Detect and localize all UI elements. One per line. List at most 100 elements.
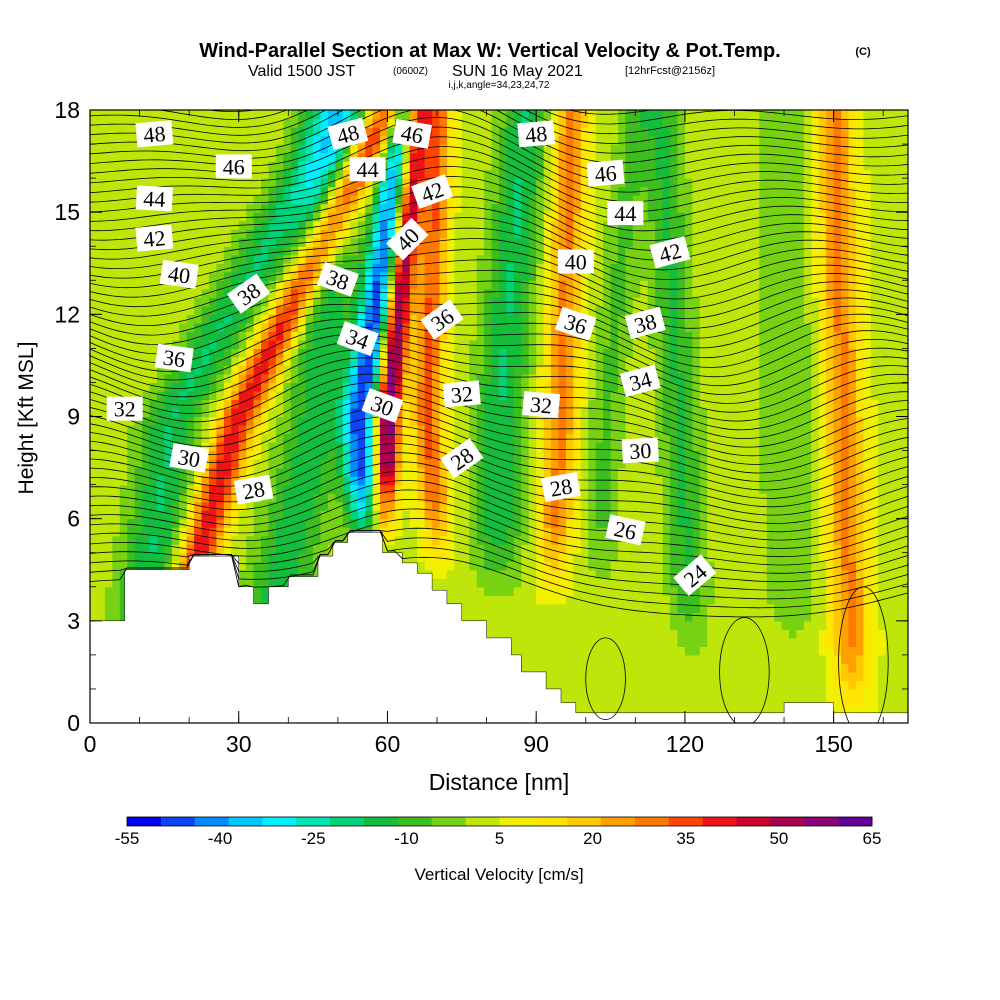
velocity-cell — [580, 271, 589, 281]
velocity-cell — [231, 365, 240, 375]
velocity-cell — [231, 110, 240, 120]
velocity-cell — [551, 663, 560, 673]
velocity-cell — [491, 271, 500, 281]
velocity-cell — [402, 212, 411, 222]
velocity-cell — [97, 271, 106, 281]
velocity-cell — [186, 220, 195, 230]
velocity-cell — [506, 280, 515, 290]
velocity-cell — [551, 169, 560, 179]
velocity-cell — [104, 195, 113, 205]
velocity-cell — [454, 407, 463, 418]
velocity-cell — [580, 595, 589, 605]
velocity-cell — [223, 144, 232, 154]
velocity-cell — [283, 382, 292, 392]
velocity-cell — [506, 365, 515, 375]
velocity-cell — [208, 195, 218, 205]
velocity-cell — [283, 510, 292, 520]
velocity-cell — [268, 271, 277, 281]
velocity-cell — [387, 263, 396, 273]
velocity-cell — [595, 620, 604, 630]
velocity-cell — [313, 561, 322, 571]
velocity-cell — [424, 484, 433, 494]
velocity-cell — [424, 493, 433, 503]
velocity-cell — [543, 586, 552, 596]
velocity-cell — [179, 407, 188, 418]
velocity-cell — [513, 288, 522, 298]
velocity-cell — [461, 297, 470, 307]
velocity-cell — [558, 450, 567, 460]
velocity-cell — [223, 467, 232, 477]
velocity-cell — [409, 305, 418, 315]
velocity-cell — [402, 331, 411, 341]
velocity-cell — [365, 416, 374, 426]
velocity-cell — [565, 450, 574, 460]
velocity-cell — [268, 476, 277, 486]
velocity-cell — [261, 578, 270, 588]
velocity-cell — [506, 442, 515, 452]
velocity-cell — [186, 407, 195, 418]
velocity-cell — [380, 425, 389, 435]
velocity-cell — [439, 212, 448, 222]
velocity-cell — [335, 390, 344, 401]
velocity-cell — [90, 561, 99, 571]
velocity-cell — [283, 229, 292, 239]
velocity-cell — [231, 501, 240, 511]
velocity-cell — [588, 110, 597, 120]
velocity-cell — [417, 407, 426, 418]
velocity-cell — [588, 705, 597, 716]
velocity-cell — [156, 263, 165, 273]
velocity-cell — [238, 271, 247, 281]
velocity-cell — [513, 186, 522, 196]
velocity-cell — [365, 467, 374, 477]
velocity-cell — [350, 450, 359, 460]
velocity-cell — [283, 271, 292, 281]
velocity-cell — [357, 390, 366, 401]
velocity-cell — [90, 144, 99, 154]
velocity-cell — [231, 467, 240, 477]
velocity-cell — [469, 331, 478, 341]
velocity-cell — [357, 220, 366, 230]
velocity-cell — [588, 637, 597, 647]
velocity-cell — [543, 595, 552, 605]
velocity-cell — [506, 331, 515, 341]
velocity-cell — [127, 390, 136, 401]
velocity-cell — [446, 518, 455, 528]
velocity-cell — [149, 178, 158, 188]
velocity-cell — [521, 186, 530, 196]
velocity-cell — [194, 407, 203, 418]
velocity-cell — [97, 178, 106, 188]
velocity-cell — [580, 390, 589, 401]
velocity-cell — [127, 280, 136, 290]
velocity-cell — [558, 178, 567, 188]
velocity-cell — [223, 484, 232, 494]
velocity-cell — [261, 144, 270, 154]
velocity-cell — [201, 390, 210, 401]
velocity-cell — [268, 203, 277, 213]
velocity-cell — [298, 203, 307, 213]
velocity-cell — [409, 450, 418, 460]
velocity-cell — [134, 161, 143, 171]
velocity-cell — [149, 382, 158, 392]
velocity-cell — [394, 373, 403, 384]
velocity-cell — [513, 339, 522, 349]
velocity-cell — [573, 493, 582, 503]
velocity-cell — [461, 195, 470, 205]
velocity-cell — [290, 254, 299, 264]
velocity-cell — [186, 169, 195, 179]
velocity-cell — [104, 433, 113, 443]
velocity-cell — [104, 161, 113, 171]
velocity-cell — [350, 527, 359, 537]
velocity-cell — [365, 493, 374, 503]
velocity-cell — [595, 544, 604, 554]
velocity-cell — [506, 459, 515, 469]
velocity-cell — [208, 382, 218, 392]
velocity-cell — [127, 365, 136, 375]
velocity-cell — [476, 110, 485, 120]
velocity-cell — [506, 620, 515, 630]
velocity-cell — [409, 442, 418, 452]
velocity-cell — [595, 382, 604, 392]
velocity-cell — [104, 237, 113, 247]
velocity-cell — [439, 110, 448, 120]
velocity-cell — [506, 586, 515, 596]
velocity-cell — [313, 399, 322, 409]
